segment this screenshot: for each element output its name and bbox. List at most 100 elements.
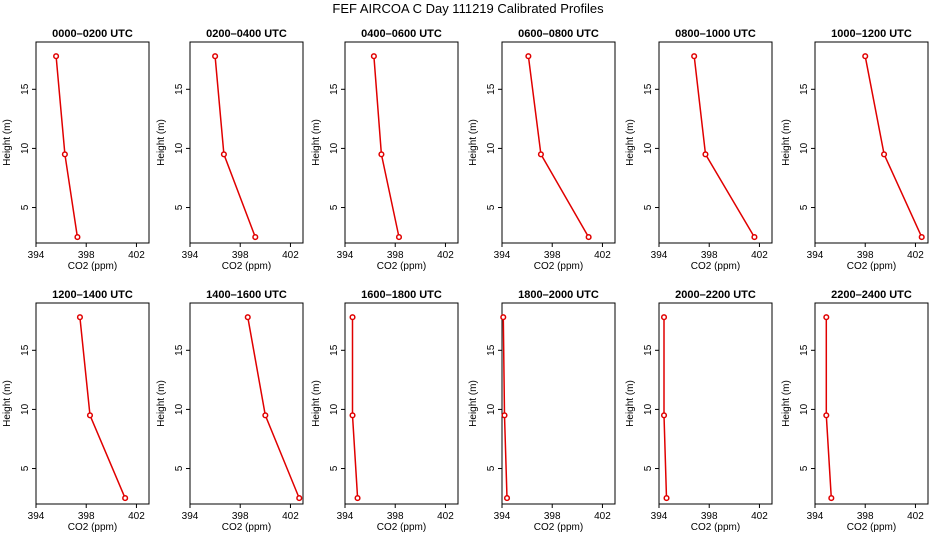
chart-0-xtick-label-2: 402 bbox=[128, 250, 145, 261]
chart-11-xlabel: CO2 (ppm) bbox=[847, 522, 896, 533]
chart-1-frame bbox=[189, 41, 304, 244]
chart-8-xlabel: CO2 (ppm) bbox=[377, 522, 426, 533]
chart-7-point-0 bbox=[244, 314, 251, 321]
chart-9-ytick-label-1: 10 bbox=[486, 403, 497, 415]
chart-2-xtick-label-1: 398 bbox=[387, 250, 404, 261]
chart-7-xtick-label-2: 402 bbox=[282, 511, 299, 522]
chart-5-point-0 bbox=[862, 53, 869, 60]
chart-4-point-2 bbox=[751, 234, 758, 241]
chart-0-series-line-0 bbox=[55, 56, 79, 238]
chart-9-ytick-label-0: 5 bbox=[486, 465, 497, 471]
chart-4-ytick-label-1: 10 bbox=[643, 142, 654, 154]
chart-7-series-line-0 bbox=[247, 317, 300, 499]
chart-1-point-0 bbox=[212, 53, 219, 60]
chart-1-xtick-label-0: 394 bbox=[182, 250, 199, 261]
chart-7-ylabel: Height (m) bbox=[156, 380, 167, 427]
chart-10-ytick-label-1: 10 bbox=[643, 403, 654, 415]
chart-10-point-1 bbox=[660, 412, 668, 419]
chart-1-panel: 0200–0400 UTC 394 398 402 5 10 15 CO2 (ppm) Heig… bbox=[156, 28, 304, 272]
chart-3-frame bbox=[501, 41, 616, 244]
chart-2-point-1 bbox=[378, 151, 385, 158]
chart-5-ytick-label-2: 15 bbox=[799, 83, 810, 95]
chart-0-ylabel: Height (m) bbox=[2, 119, 13, 166]
chart-2-ytick-label-1: 10 bbox=[329, 142, 340, 154]
chart-7-panel: 1400–1600 UTC 394 398 402 5 10 15 CO2 (ppm) Heig… bbox=[156, 289, 304, 533]
chart-9-point-2 bbox=[503, 495, 511, 502]
chart-5-ytick-label-0: 5 bbox=[799, 204, 810, 210]
chart-5-point-2 bbox=[918, 234, 925, 241]
chart-1-xtick-label-1: 398 bbox=[232, 250, 249, 261]
chart-1-ytick-label-0: 5 bbox=[174, 204, 185, 210]
chart-6-ytick-label-2: 15 bbox=[20, 344, 31, 356]
chart-0-ytick-label-1: 10 bbox=[20, 142, 31, 154]
chart-5-xtick-label-2: 402 bbox=[907, 250, 924, 261]
chart-6-panel: 1200–1400 UTC 394 398 402 5 10 15 CO2 (ppm) Heig… bbox=[2, 289, 150, 533]
chart-11-series-line-0 bbox=[825, 317, 833, 499]
chart-1-point-2 bbox=[252, 234, 259, 241]
figure-title: FEF AIRCOA C Day 111219 Calibrated Profi… bbox=[332, 1, 604, 16]
chart-4-series-line-0 bbox=[693, 56, 756, 238]
chart-6-point-1 bbox=[86, 412, 94, 419]
chart-2-xlabel: CO2 (ppm) bbox=[377, 261, 426, 272]
chart-3-point-2 bbox=[585, 234, 592, 241]
chart-11-point-1 bbox=[823, 412, 830, 419]
chart-10-ytick-label-0: 5 bbox=[643, 465, 654, 471]
chart-11-ytick-label-1: 10 bbox=[799, 403, 810, 415]
chart-11-ytick-label-2: 15 bbox=[799, 344, 810, 356]
chart-9-point-1 bbox=[501, 412, 508, 419]
chart-2-panel: 0400–0600 UTC 394 398 402 5 10 15 CO2 (ppm) Heig… bbox=[311, 28, 459, 272]
chart-10-xtick-label-0: 394 bbox=[651, 511, 668, 522]
chart-9-ylabel: Height (m) bbox=[468, 380, 479, 427]
chart-8-title: 1600–1800 UTC bbox=[361, 289, 442, 301]
chart-5-ylabel: Height (m) bbox=[781, 119, 792, 166]
chart-7-ytick-label-1: 10 bbox=[174, 403, 185, 415]
chart-3-xtick-label-2: 402 bbox=[594, 250, 611, 261]
chart-8-ytick-label-0: 5 bbox=[329, 465, 340, 471]
chart-5-ytick-label-1: 10 bbox=[799, 142, 810, 154]
chart-7-xlabel: CO2 (ppm) bbox=[222, 522, 271, 533]
chart-1-xlabel: CO2 (ppm) bbox=[222, 261, 271, 272]
chart-2-xtick-label-2: 402 bbox=[437, 250, 454, 261]
chart-3-series-line-0 bbox=[527, 56, 590, 238]
chart-3-title: 0600–0800 UTC bbox=[518, 28, 599, 40]
chart-0-xtick-label-0: 394 bbox=[28, 250, 45, 261]
chart-7-ytick-label-0: 5 bbox=[174, 465, 185, 471]
chart-0-panel: 0000–0200 UTC 394 398 402 5 10 15 CO2 (ppm) Heig… bbox=[2, 28, 150, 272]
chart-4-title: 0800–1000 UTC bbox=[675, 28, 756, 40]
chart-8-panel: 1600–1800 UTC 394 398 402 5 10 15 CO2 (ppm) Heig… bbox=[311, 289, 459, 533]
chart-6-series-line-0 bbox=[79, 317, 126, 499]
chart-4-panel: 0800–1000 UTC 394 398 402 5 10 15 CO2 (ppm) Heig… bbox=[625, 28, 773, 272]
chart-7-point-2 bbox=[296, 495, 303, 502]
chart-5-frame bbox=[814, 41, 929, 244]
chart-9-panel: 1800–2000 UTC 394 398 402 5 10 15 CO2 (ppm) Heig… bbox=[468, 289, 616, 533]
chart-9-series-line-0 bbox=[502, 317, 508, 499]
chart-8-point-1 bbox=[349, 412, 356, 419]
chart-2-point-0 bbox=[370, 53, 377, 60]
chart-2-title: 0400–0600 UTC bbox=[361, 28, 442, 40]
chart-3-ylabel: Height (m) bbox=[468, 119, 479, 166]
chart-6-ylabel: Height (m) bbox=[2, 380, 13, 427]
chart-3-xlabel: CO2 (ppm) bbox=[534, 261, 583, 272]
chart-4-xlabel: CO2 (ppm) bbox=[691, 261, 740, 272]
chart-10-xlabel: CO2 (ppm) bbox=[691, 522, 740, 533]
chart-11-frame bbox=[814, 302, 929, 505]
panel-grid: 0000–0200 UTC 394 398 402 5 10 15 CO2 (ppm) Heig… bbox=[2, 28, 929, 533]
chart-6-xtick-label-0: 394 bbox=[28, 511, 45, 522]
chart-3-xtick-label-0: 394 bbox=[494, 250, 511, 261]
chart-6-frame bbox=[35, 302, 150, 505]
chart-5-panel: 1000–1200 UTC 394 398 402 5 10 15 CO2 (ppm) Heig… bbox=[781, 28, 929, 272]
chart-8-xtick-label-0: 394 bbox=[337, 511, 354, 522]
chart-9-xlabel: CO2 (ppm) bbox=[534, 522, 583, 533]
chart-5-xtick-label-0: 394 bbox=[807, 250, 824, 261]
chart-0-frame bbox=[35, 41, 150, 244]
chart-7-xtick-label-0: 394 bbox=[182, 511, 199, 522]
chart-1-ytick-label-2: 15 bbox=[174, 83, 185, 95]
chart-5-xtick-label-1: 398 bbox=[857, 250, 874, 261]
chart-6-xtick-label-1: 398 bbox=[78, 511, 95, 522]
chart-8-ytick-label-1: 10 bbox=[329, 403, 340, 415]
chart-5-series-line-0 bbox=[864, 56, 923, 238]
chart-3-ytick-label-0: 5 bbox=[486, 204, 497, 210]
chart-0-ytick-label-2: 15 bbox=[20, 83, 31, 95]
chart-2-ytick-label-0: 5 bbox=[329, 204, 340, 210]
chart-10-panel: 2000–2200 UTC 394 398 402 5 10 15 CO2 (ppm) Heig… bbox=[625, 289, 773, 533]
